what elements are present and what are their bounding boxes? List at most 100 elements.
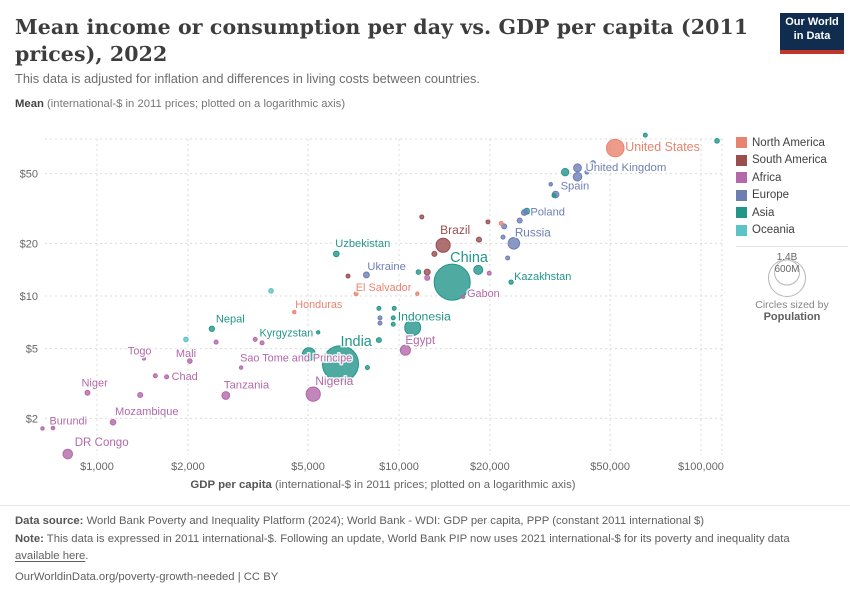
country-label-dr-congo[interactable]: DR Congo — [73, 436, 130, 451]
country-dot[interactable] — [500, 234, 506, 240]
country-label-gabon[interactable]: Gabon — [466, 286, 502, 301]
country-label-nigeria[interactable]: Nigeria — [314, 373, 355, 390]
country-dot-united-states[interactable] — [605, 138, 625, 158]
country-dot-china[interactable] — [433, 263, 471, 301]
country-dot[interactable] — [301, 347, 316, 362]
country-dot[interactable] — [516, 217, 523, 224]
country-dot-ukraine[interactable] — [362, 271, 370, 279]
country-label-el-salvador[interactable]: El Salvador — [354, 280, 413, 295]
owid-logo[interactable]: Our World in Data — [780, 13, 844, 54]
country-label-kyrgyzstan[interactable]: Kyrgyzstan — [258, 326, 315, 341]
country-dot[interactable] — [375, 337, 382, 344]
country-dot[interactable] — [390, 315, 396, 321]
country-dot-nigeria[interactable] — [305, 386, 321, 402]
legend-item-asia[interactable]: Asia — [736, 204, 827, 222]
country-dot[interactable] — [642, 132, 648, 138]
country-dot[interactable] — [364, 365, 370, 371]
country-label-russia[interactable]: Russia — [513, 225, 552, 241]
available-here-link[interactable]: available here — [15, 549, 86, 562]
country-dot[interactable] — [486, 270, 492, 276]
country-dot-india[interactable] — [321, 345, 360, 383]
country-dot[interactable] — [353, 291, 359, 297]
country-dot-el-salvador[interactable] — [415, 291, 420, 296]
country-dot-niger[interactable] — [84, 389, 91, 396]
country-dot-chad[interactable] — [164, 374, 170, 380]
country-label-brazil[interactable]: Brazil — [439, 222, 472, 239]
country-dot[interactable] — [268, 288, 274, 294]
country-dot-gabon[interactable] — [460, 294, 466, 299]
country-dot[interactable] — [498, 220, 504, 226]
country-label-honduras[interactable]: Honduras — [294, 298, 345, 313]
country-label-united-kingdom[interactable]: United Kingdom — [584, 160, 668, 175]
country-dot-mozambique[interactable] — [109, 418, 117, 426]
country-label-tanzania[interactable]: Tanzania — [222, 378, 271, 393]
country-dot[interactable] — [714, 138, 720, 144]
country-label-india[interactable]: India — [339, 332, 374, 351]
country-dot[interactable] — [551, 193, 557, 199]
country-dot-united-kingdom[interactable] — [573, 163, 582, 173]
country-dot[interactable] — [345, 273, 351, 279]
country-label-ukraine[interactable]: Ukraine — [366, 259, 407, 274]
country-dot[interactable] — [390, 321, 396, 327]
country-label-uzbekistan[interactable]: Uzbekistan — [334, 236, 392, 251]
country-label-china[interactable]: China — [449, 249, 491, 268]
country-dot[interactable] — [423, 268, 431, 276]
legend-item-north-america[interactable]: North America — [736, 134, 827, 152]
country-dot[interactable] — [473, 264, 484, 275]
country-dot[interactable] — [137, 391, 144, 398]
country-dot-kyrgyzstan[interactable] — [315, 330, 321, 335]
country-dot[interactable] — [475, 236, 482, 243]
country-dot[interactable] — [548, 182, 553, 187]
country-dot-mali[interactable] — [187, 358, 193, 364]
country-label-spain[interactable]: Spain — [559, 179, 591, 194]
country-dot[interactable] — [424, 274, 431, 281]
country-dot[interactable] — [376, 305, 382, 311]
country-label-mali[interactable]: Mali — [174, 347, 197, 362]
country-dot-sao-tome-and-principe[interactable] — [238, 365, 244, 370]
country-label-togo[interactable]: Togo — [126, 344, 153, 359]
country-label-nepal[interactable]: Nepal — [214, 312, 246, 327]
country-dot[interactable] — [431, 250, 438, 257]
country-dot-brazil[interactable] — [435, 237, 451, 253]
country-dot[interactable] — [560, 167, 570, 177]
country-label-egypt[interactable]: Egypt — [404, 333, 437, 349]
country-label-chad[interactable]: Chad — [170, 369, 199, 384]
country-dot[interactable] — [590, 160, 596, 166]
country-dot[interactable] — [419, 214, 425, 220]
country-dot[interactable] — [50, 425, 56, 431]
country-dot-indonesia[interactable] — [404, 319, 422, 337]
country-dot[interactable] — [259, 340, 265, 346]
country-dot-nepal[interactable] — [208, 325, 215, 332]
country-label-niger[interactable]: Niger — [80, 376, 110, 391]
country-dot-togo[interactable] — [141, 356, 147, 361]
legend-item-south-america[interactable]: South America — [736, 152, 827, 170]
country-label-indonesia[interactable]: Indonesia — [396, 308, 452, 325]
country-dot-burundi[interactable] — [40, 426, 45, 431]
country-dot[interactable] — [415, 269, 422, 275]
country-dot-russia[interactable] — [507, 237, 521, 250]
country-dot[interactable] — [377, 315, 383, 321]
country-dot-tanzania[interactable] — [221, 391, 231, 400]
country-dot-egypt[interactable] — [399, 344, 411, 356]
country-dot[interactable] — [584, 169, 590, 175]
country-dot-uzbekistan[interactable] — [332, 250, 340, 258]
country-label-mozambique[interactable]: Mozambique — [114, 405, 181, 420]
country-dot-poland[interactable] — [520, 209, 528, 216]
country-label-kazakhstan[interactable]: Kazakhstan — [513, 270, 573, 285]
country-label-united-states[interactable]: United States — [624, 139, 702, 156]
country-label-poland[interactable]: Poland — [529, 205, 567, 220]
country-dot-honduras[interactable] — [292, 309, 297, 315]
country-label-sao-tome-and-principe[interactable]: Sao Tome and Principe — [239, 351, 354, 366]
legend-item-europe[interactable]: Europe — [736, 187, 827, 205]
country-dot[interactable] — [213, 339, 219, 345]
country-dot[interactable] — [572, 171, 583, 182]
country-dot[interactable] — [485, 219, 491, 225]
country-dot[interactable] — [183, 336, 189, 343]
legend-item-oceania[interactable]: Oceania — [736, 222, 827, 240]
country-dot[interactable] — [505, 255, 511, 261]
country-label-burundi[interactable]: Burundi — [48, 414, 88, 429]
legend-item-africa[interactable]: Africa — [736, 169, 827, 187]
country-dot[interactable] — [252, 336, 258, 342]
country-dot-dr-congo[interactable] — [62, 448, 74, 460]
country-dot-kazakhstan[interactable] — [508, 279, 514, 285]
